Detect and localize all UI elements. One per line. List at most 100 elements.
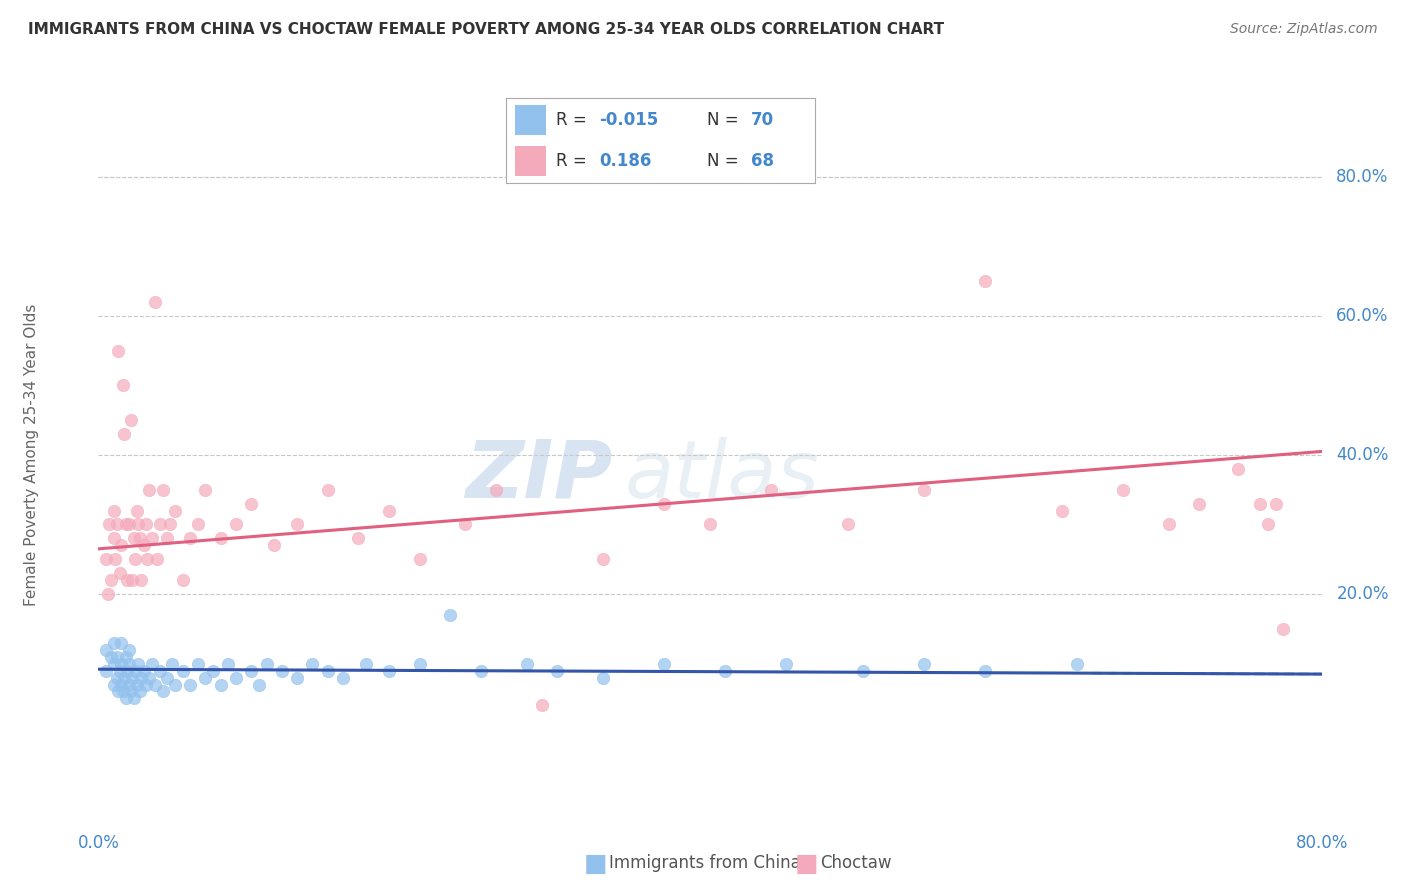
FancyBboxPatch shape xyxy=(516,105,547,136)
Point xyxy=(105,671,128,685)
Text: R =: R = xyxy=(555,152,592,169)
Point xyxy=(100,573,122,587)
Point xyxy=(187,657,209,671)
Point xyxy=(485,483,508,497)
Point xyxy=(592,552,614,566)
Point xyxy=(103,677,125,691)
Point xyxy=(152,684,174,698)
Text: 0.0%: 0.0% xyxy=(77,834,120,852)
Point xyxy=(439,607,461,622)
Point xyxy=(112,671,135,685)
Point xyxy=(285,671,308,685)
Text: Female Poverty Among 25-34 Year Olds: Female Poverty Among 25-34 Year Olds xyxy=(24,304,38,606)
Point xyxy=(1257,517,1279,532)
Point xyxy=(1157,517,1180,532)
Point xyxy=(121,671,143,685)
Text: Immigrants from China: Immigrants from China xyxy=(609,855,800,872)
Text: N =: N = xyxy=(707,152,744,169)
Text: 60.0%: 60.0% xyxy=(1336,307,1389,325)
Point xyxy=(159,517,181,532)
Point xyxy=(143,294,166,309)
Point xyxy=(97,587,120,601)
Point xyxy=(115,649,138,664)
Point xyxy=(194,671,217,685)
Point xyxy=(128,532,150,546)
Point xyxy=(141,532,163,546)
Text: IMMIGRANTS FROM CHINA VS CHOCTAW FEMALE POVERTY AMONG 25-34 YEAR OLDS CORRELATIO: IMMIGRANTS FROM CHINA VS CHOCTAW FEMALE … xyxy=(28,22,945,37)
Point xyxy=(714,664,737,678)
Point xyxy=(118,642,141,657)
FancyBboxPatch shape xyxy=(516,145,547,176)
Point xyxy=(1264,497,1286,511)
Point xyxy=(149,664,172,678)
Text: 20.0%: 20.0% xyxy=(1336,585,1389,603)
Point xyxy=(408,552,430,566)
Point xyxy=(121,573,143,587)
Point xyxy=(122,691,145,706)
Point xyxy=(94,552,117,566)
Point xyxy=(136,552,159,566)
Point xyxy=(202,664,225,678)
Point xyxy=(125,503,148,517)
Point xyxy=(775,657,797,671)
Point xyxy=(179,677,201,691)
Point xyxy=(1226,462,1249,476)
Point xyxy=(263,538,285,552)
Point xyxy=(127,517,149,532)
Point xyxy=(129,573,152,587)
Point xyxy=(247,677,270,691)
Point xyxy=(156,532,179,546)
Text: R =: R = xyxy=(555,112,592,129)
Point xyxy=(699,517,721,532)
Text: atlas: atlas xyxy=(624,437,820,515)
Point xyxy=(115,517,138,532)
Point xyxy=(134,538,156,552)
Text: 0.186: 0.186 xyxy=(599,152,651,169)
Point xyxy=(912,657,935,671)
Point xyxy=(163,677,186,691)
Point xyxy=(354,657,377,671)
Point xyxy=(1066,657,1088,671)
Text: 40.0%: 40.0% xyxy=(1336,446,1389,464)
Point xyxy=(120,413,142,427)
Point xyxy=(112,427,135,442)
Point xyxy=(115,691,138,706)
Point xyxy=(138,671,160,685)
Point xyxy=(122,532,145,546)
Point xyxy=(124,664,146,678)
Text: Choctaw: Choctaw xyxy=(820,855,891,872)
Point xyxy=(316,483,339,497)
Point xyxy=(118,657,141,671)
Point xyxy=(160,657,183,671)
Point xyxy=(94,664,117,678)
Point xyxy=(117,573,139,587)
Point xyxy=(209,677,232,691)
Point xyxy=(110,636,132,650)
Text: 68: 68 xyxy=(751,152,773,169)
Point xyxy=(408,657,430,671)
Point xyxy=(546,664,568,678)
Point xyxy=(117,664,139,678)
Point xyxy=(103,636,125,650)
Point xyxy=(163,503,186,517)
Point xyxy=(107,343,129,358)
Point xyxy=(94,642,117,657)
Point xyxy=(125,677,148,691)
Point xyxy=(107,684,129,698)
Point xyxy=(128,684,150,698)
Point xyxy=(592,671,614,685)
Point xyxy=(270,664,292,678)
Point xyxy=(135,677,157,691)
Point xyxy=(240,664,263,678)
Point xyxy=(470,664,492,678)
Point xyxy=(124,552,146,566)
Point xyxy=(209,532,232,546)
Point xyxy=(110,677,132,691)
Point xyxy=(194,483,217,497)
Point xyxy=(110,657,132,671)
Point xyxy=(240,497,263,511)
Point xyxy=(118,677,141,691)
Point xyxy=(256,657,278,671)
Point xyxy=(1188,497,1211,511)
Point xyxy=(127,657,149,671)
